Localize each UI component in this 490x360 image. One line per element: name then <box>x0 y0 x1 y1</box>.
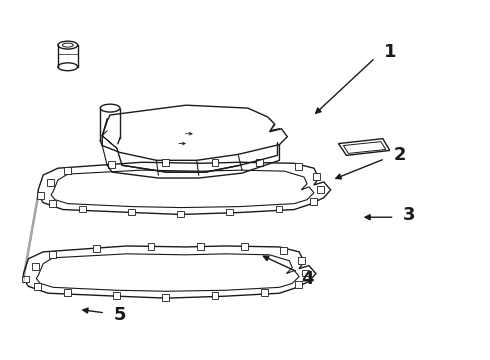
Bar <box>302 270 309 276</box>
Bar <box>226 208 233 215</box>
Bar <box>162 159 169 166</box>
Bar <box>32 263 39 270</box>
Bar <box>128 208 135 215</box>
Bar <box>162 294 169 301</box>
Bar <box>47 179 54 186</box>
Bar <box>64 289 71 296</box>
PathPatch shape <box>102 105 287 160</box>
Bar <box>275 206 282 212</box>
PathPatch shape <box>38 162 331 215</box>
Bar <box>34 283 41 290</box>
PathPatch shape <box>102 109 284 158</box>
Bar <box>49 251 56 258</box>
Ellipse shape <box>58 41 77 49</box>
Bar <box>295 282 302 288</box>
Bar <box>298 257 305 264</box>
Bar <box>241 243 248 250</box>
Bar <box>256 159 263 166</box>
Bar <box>78 206 85 212</box>
Text: 3: 3 <box>403 206 416 224</box>
Bar <box>113 292 120 299</box>
Bar <box>147 243 154 250</box>
Bar <box>23 275 29 282</box>
Text: 1: 1 <box>384 44 396 62</box>
Text: 4: 4 <box>301 270 314 288</box>
Bar <box>317 186 324 193</box>
Text: 5: 5 <box>113 306 126 324</box>
Bar <box>280 247 287 254</box>
Bar <box>310 198 317 204</box>
Bar <box>197 243 204 250</box>
Bar <box>212 292 219 299</box>
Bar <box>212 159 219 166</box>
Bar <box>177 211 184 217</box>
Bar <box>295 163 302 170</box>
Bar <box>64 167 71 174</box>
Text: 2: 2 <box>393 146 406 164</box>
Bar <box>108 161 115 168</box>
Bar <box>49 200 56 207</box>
Bar <box>94 245 100 252</box>
PathPatch shape <box>339 139 390 156</box>
Ellipse shape <box>62 43 73 47</box>
Bar <box>313 173 320 180</box>
Bar <box>261 289 268 296</box>
Bar <box>37 192 44 199</box>
PathPatch shape <box>24 246 316 298</box>
Ellipse shape <box>100 104 120 112</box>
Ellipse shape <box>58 63 77 71</box>
